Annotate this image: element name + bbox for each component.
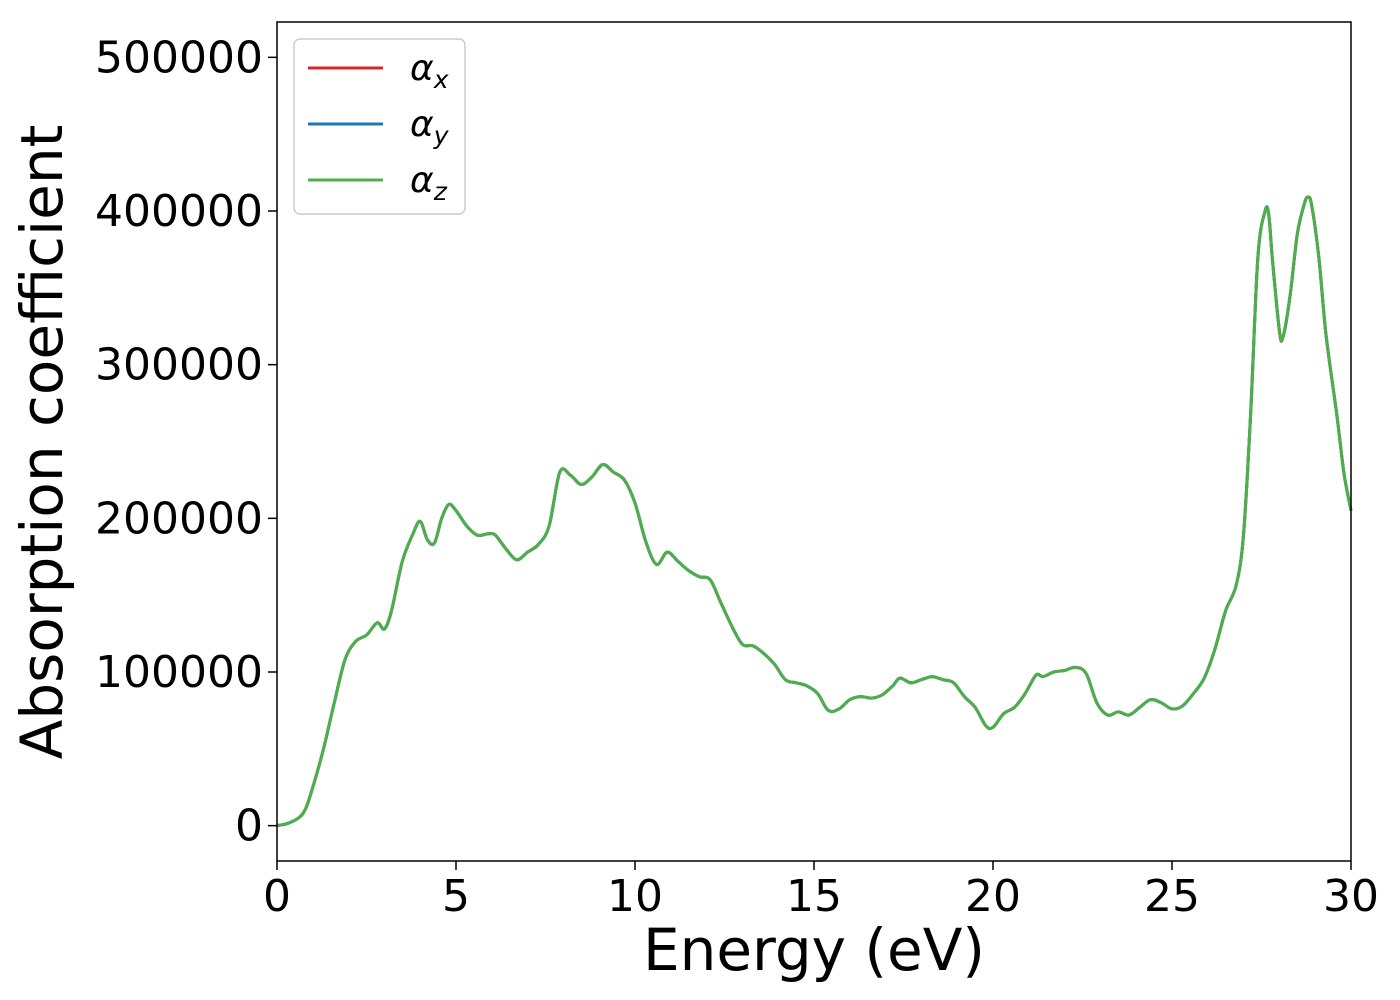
x-axis: 0 5 10 15 20 25 30 xyxy=(263,861,1379,922)
series-line-z xyxy=(276,195,1353,828)
x-tick-label: 15 xyxy=(786,871,842,922)
y-axis: 0 100000 200000 300000 400000 500000 xyxy=(95,32,277,852)
series-lines xyxy=(276,195,1353,828)
y-axis-label: Absorption coefficient xyxy=(8,125,76,760)
series-line-x xyxy=(276,195,1353,828)
y-tick-label: 500000 xyxy=(95,32,263,83)
legend-label-y: αy xyxy=(410,104,450,150)
x-tick-label: 5 xyxy=(442,871,470,922)
y-tick-label: 300000 xyxy=(95,340,263,391)
y-tick-label: 200000 xyxy=(95,493,263,544)
legend-label-z: αz xyxy=(410,160,448,206)
legend: αx αy αz xyxy=(293,38,466,215)
series-line-y xyxy=(276,195,1353,828)
x-tick-label: 10 xyxy=(607,871,663,922)
x-tick-label: 25 xyxy=(1144,871,1200,922)
x-axis-label: Energy (eV) xyxy=(643,916,985,984)
legend-label-x: αx xyxy=(410,48,449,94)
y-tick-label: 0 xyxy=(235,801,263,852)
x-tick-label: 20 xyxy=(965,871,1021,922)
x-tick-label: 30 xyxy=(1323,871,1379,922)
y-tick-label: 400000 xyxy=(95,186,263,237)
y-tick-label: 100000 xyxy=(95,647,263,698)
legend-box xyxy=(293,38,466,215)
x-tick-label: 0 xyxy=(263,871,291,922)
